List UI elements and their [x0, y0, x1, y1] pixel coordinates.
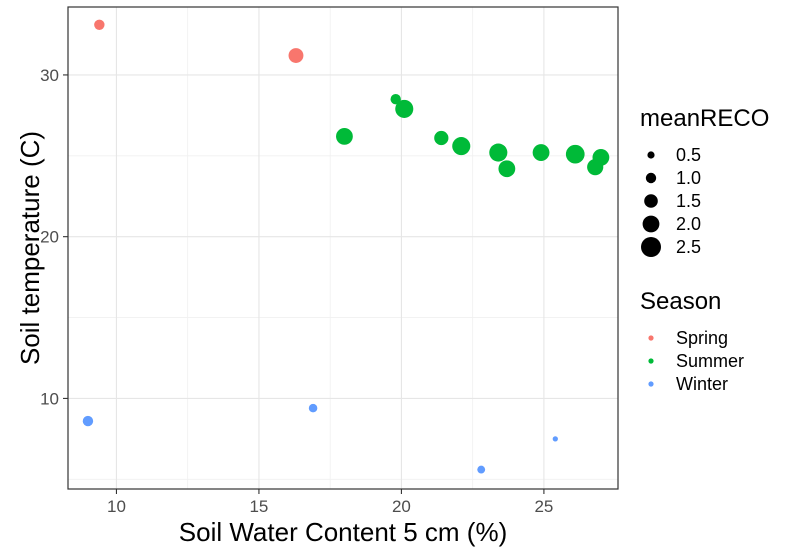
y-tick-label: 30 — [40, 66, 59, 85]
point-summer — [498, 160, 516, 178]
color-legend-label: Summer — [676, 351, 744, 371]
point-summer — [390, 93, 401, 105]
color-legend-label: Spring — [676, 328, 728, 348]
point-winter — [477, 465, 486, 474]
point-summer — [395, 99, 414, 118]
point-summer — [565, 144, 585, 164]
size-legend-key — [647, 151, 655, 159]
point-winter — [82, 415, 94, 427]
size-legend-key — [645, 172, 657, 184]
axis-ticks: 10 15 20 25 10 20 30 — [40, 66, 553, 516]
color-legend: Spring Summer Winter — [648, 328, 744, 394]
point-summer — [434, 130, 449, 146]
size-legend: 0.5 1.0 1.5 2.0 2.5 — [641, 145, 701, 257]
size-legend-label: 1.5 — [676, 191, 701, 211]
grid-lines — [68, 7, 618, 489]
data-points — [82, 19, 610, 474]
y-axis-title: Soil temperature (C) — [15, 131, 45, 365]
point-winter — [308, 403, 318, 413]
x-axis-title: Soil Water Content 5 cm (%) — [179, 517, 507, 547]
color-legend-label: Winter — [676, 374, 728, 394]
y-tick-label: 20 — [40, 228, 59, 247]
size-legend-label: 1.0 — [676, 168, 701, 188]
x-tick-label: 15 — [249, 497, 268, 516]
point-summer — [489, 143, 508, 162]
point-summer — [336, 127, 353, 145]
size-legend-key — [641, 237, 661, 257]
size-legend-title: meanRECO — [640, 105, 769, 132]
point-winter — [552, 436, 558, 442]
size-legend-label: 2.5 — [676, 237, 701, 257]
x-tick-label: 25 — [534, 497, 553, 516]
y-tick-label: 10 — [40, 389, 59, 408]
size-legend-label: 2.0 — [676, 214, 701, 234]
point-spring — [94, 19, 105, 30]
color-legend-key-spring — [648, 335, 654, 341]
point-summer — [532, 144, 550, 161]
point-spring — [288, 48, 304, 63]
x-tick-label: 20 — [392, 497, 411, 516]
x-tick-label: 10 — [107, 497, 126, 516]
color-legend-title: Season — [640, 288, 721, 315]
size-legend-key — [644, 194, 658, 208]
panel-border — [67, 6, 619, 490]
color-legend-key-summer — [648, 358, 654, 364]
size-legend-key — [642, 215, 660, 233]
color-legend-key-winter — [648, 381, 654, 387]
point-summer — [592, 149, 610, 166]
point-summer — [452, 137, 471, 156]
size-legend-label: 0.5 — [676, 145, 701, 165]
